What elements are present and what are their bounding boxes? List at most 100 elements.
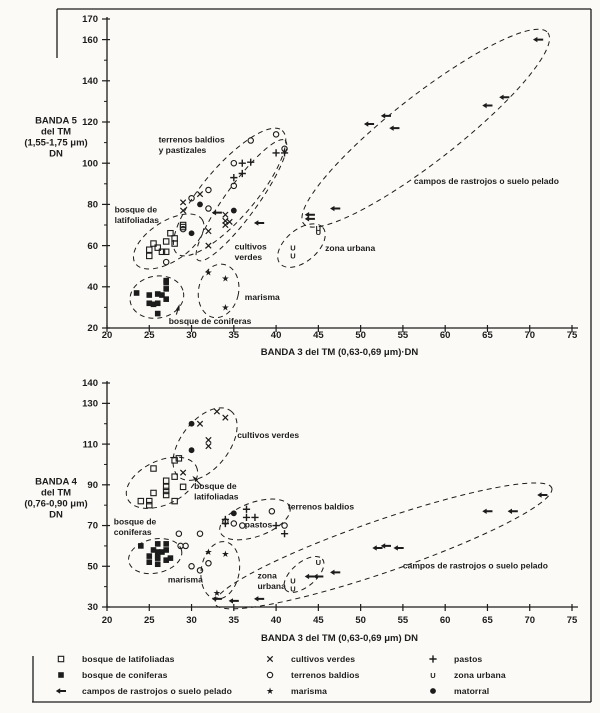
series-campos-de-rastrojos-o-suelo-pelado: [211, 36, 544, 226]
point: U: [290, 576, 295, 585]
legend-label: matorral: [454, 686, 490, 696]
point: [266, 671, 274, 679]
point: [196, 567, 204, 574]
point: [380, 543, 391, 549]
x-axis-title: BANDA 3 del TM (0,63-0,69 μm)·DN: [261, 347, 419, 358]
point: [188, 194, 195, 202]
x-tick-label: 30: [186, 615, 197, 626]
point: [150, 489, 157, 497]
class-label: verdes: [235, 252, 263, 262]
legend-item: terrenos baldios: [261, 667, 359, 683]
legend-label: marisma: [291, 686, 328, 696]
point: [137, 497, 145, 505]
point: [150, 301, 157, 308]
series-pastos: [230, 149, 289, 182]
y-tick-label: 120: [82, 117, 98, 128]
class-label: campos de rastrojos o suelo pelado: [414, 176, 559, 186]
class-label: marisma: [245, 292, 280, 302]
point: [146, 246, 153, 253]
point: U: [316, 228, 321, 237]
legend-column-3: pastos U zona urbana matorral: [424, 651, 506, 699]
point: ★: [213, 588, 221, 598]
point: [163, 541, 169, 547]
point: [188, 563, 195, 570]
point: [211, 596, 222, 602]
open-square-icon: [57, 655, 65, 663]
series-matorral: [188, 201, 237, 237]
point: [247, 137, 254, 144]
legend-item: matorral: [424, 683, 506, 699]
x-tick-label: 70: [524, 330, 535, 341]
point: [162, 238, 170, 245]
point: [159, 549, 165, 555]
point: [228, 598, 239, 604]
point: [363, 121, 375, 127]
class-ellipse: [197, 263, 240, 319]
point: [429, 655, 437, 663]
point: [163, 547, 169, 553]
point: [253, 220, 265, 226]
point: [196, 190, 204, 198]
point: [230, 174, 238, 182]
point: [230, 520, 238, 527]
point: [239, 522, 246, 529]
point: [171, 235, 178, 242]
y-tick-label: 50: [87, 561, 98, 572]
point: [482, 102, 493, 109]
point: [222, 211, 229, 218]
x-tick-label: 60: [440, 615, 451, 626]
x-tick-label: 20: [102, 615, 113, 626]
legend-label: pastos: [454, 654, 483, 664]
point: [205, 559, 212, 567]
point: [304, 216, 315, 222]
class-ellipse: [277, 223, 326, 268]
legend-item: U zona urbana: [424, 667, 506, 683]
point: [221, 519, 229, 528]
x-tick-label: 55: [398, 615, 409, 626]
x-tick-label: 30: [186, 330, 197, 341]
point: [430, 688, 436, 694]
point: [146, 300, 153, 307]
star-icon: ★: [266, 686, 274, 696]
point: [167, 229, 174, 237]
point: [205, 228, 212, 235]
axes: 20 25 30 35 40 45 50 55 60 65 70 75 170 160 140 120 100 8…: [24, 14, 578, 358]
point: [55, 688, 66, 694]
point: [205, 436, 212, 444]
point: [280, 530, 289, 538]
y-axis-title-line: del TM: [41, 127, 71, 138]
point: [211, 209, 222, 216]
point: U: [290, 243, 295, 252]
class-label: pastos: [245, 520, 273, 530]
axes: 20 25 30 35 40 45 50 55 60 65 70 75 140 130 110 90 70 50 3…: [24, 378, 578, 644]
point: ★: [204, 267, 212, 277]
class-ellipses: [125, 407, 553, 610]
filled-circle-icon: [430, 688, 436, 694]
figure-border: [32, 8, 592, 703]
series-bosque-de-latifoliadas: [137, 455, 187, 509]
leader-arrowhead: [175, 303, 180, 311]
point: [179, 225, 187, 233]
legend-label: cultivos verdes: [291, 654, 356, 664]
point: [188, 420, 195, 427]
x-tick-label: 65: [482, 615, 493, 626]
point: [205, 205, 212, 212]
x-tick-label: 50: [355, 615, 366, 626]
point: [242, 513, 251, 521]
legend-item: pastos: [424, 651, 506, 667]
y-tick-label: 20: [87, 323, 98, 334]
point: [154, 561, 161, 568]
class-ellipse: [132, 213, 205, 270]
point: [146, 252, 153, 260]
point: [162, 477, 170, 484]
point: [146, 501, 153, 509]
point: [272, 131, 280, 138]
point: [280, 149, 289, 157]
point: [179, 483, 187, 491]
x-tick-label: 45: [313, 615, 324, 626]
point: [304, 212, 315, 218]
arrow-marker-icon: [55, 688, 66, 694]
